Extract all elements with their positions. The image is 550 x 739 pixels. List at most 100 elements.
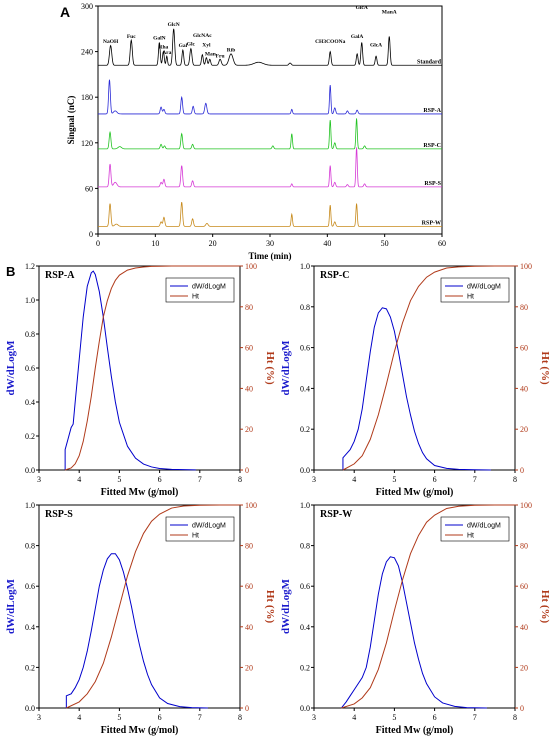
series-line-ht: [341, 504, 515, 709]
y2-tick-label: 40: [245, 384, 253, 393]
x-tick-label: 3: [312, 475, 316, 484]
legend-label: Ht: [192, 533, 199, 540]
y2-tick-label: 60: [245, 344, 253, 353]
y2-axis-label: Ht (%): [539, 351, 550, 385]
y-tick-label: 240: [81, 48, 93, 57]
peak-label: GlcNAc: [193, 33, 212, 39]
y2-tick-label: 100: [520, 501, 532, 510]
y-tick-label: 1.0: [25, 501, 35, 510]
x-axis-label: Fitted Mw (g/mol): [101, 725, 179, 736]
x-tick-label: 6: [433, 713, 437, 722]
series-line-dwdlogm: [65, 553, 208, 709]
y2-tick-label: 100: [245, 501, 257, 510]
peak-label: Ara: [162, 50, 171, 56]
chart-title: RSP-W: [320, 509, 352, 520]
legend-label: Ht: [192, 294, 199, 301]
y-tick-label: 0.6: [25, 582, 35, 591]
peak-label: CH3COONa: [315, 39, 346, 45]
y2-tick-label: 100: [520, 262, 532, 271]
series-line-ht: [66, 504, 240, 709]
peak-label: GalN: [153, 35, 166, 41]
y-tick-label: 0.4: [25, 623, 35, 632]
x-tick-label: 7: [473, 713, 477, 722]
trace-label: RSP-C: [423, 143, 441, 149]
panel-label-b: B: [6, 264, 15, 279]
mw-chart-frame-rsp-w: [313, 504, 516, 709]
chromatogram-trace-rsp-c: [98, 118, 442, 150]
x-tick-label: 4: [352, 713, 356, 722]
x-tick-label: 3: [37, 475, 41, 484]
trace-label: RSP-A: [423, 108, 441, 114]
y-tick-label: 0: [89, 230, 93, 239]
y-tick-label: 1.2: [25, 262, 35, 271]
x-tick-label: 8: [238, 475, 242, 484]
y2-tick-label: 80: [520, 303, 528, 312]
y2-axis-label: Ht (%): [539, 590, 550, 624]
x-tick-label: 6: [158, 713, 162, 722]
y-tick-label: 0.4: [300, 384, 310, 393]
y2-tick-label: 0: [245, 704, 249, 713]
chromatogram-trace-rsp-w: [98, 201, 442, 227]
chart-title: RSP-S: [45, 509, 73, 520]
mw-chart-frame-rsp-c: [313, 265, 516, 471]
x-tick-label: 8: [513, 713, 517, 722]
legend-label: Ht: [467, 294, 474, 301]
y2-tick-label: 60: [245, 582, 253, 591]
x-axis-label: Time (min): [248, 251, 291, 261]
peak-label: Gal: [179, 43, 188, 49]
y2-tick-label: 20: [245, 425, 253, 434]
y-tick-label: 1.0: [300, 262, 310, 271]
y2-tick-label: 40: [520, 623, 528, 632]
y2-tick-label: 60: [520, 582, 528, 591]
mw-chart-frame-rsp-s: [38, 504, 241, 709]
x-tick-label: 3: [37, 713, 41, 722]
y-tick-label: 0.4: [25, 398, 35, 407]
trace-label: RSP-W: [422, 220, 441, 226]
y-tick-label: 0.6: [25, 364, 35, 373]
y2-tick-label: 80: [245, 303, 253, 312]
y-tick-label: 0.6: [300, 582, 310, 591]
y2-tick-label: 20: [520, 425, 528, 434]
y2-tick-label: 80: [245, 542, 253, 551]
chromatogram-trace-standard: [98, 28, 442, 66]
y-tick-label: 0.2: [25, 432, 35, 441]
y-tick-label: 0.0: [300, 466, 310, 475]
series-line-ht: [342, 265, 515, 471]
y-tick-label: 0.6: [300, 344, 310, 353]
x-tick-label: 8: [238, 713, 242, 722]
y-tick-label: 60: [85, 184, 93, 193]
x-tick-label: 5: [117, 475, 121, 484]
y2-tick-label: 100: [245, 262, 257, 271]
y-tick-label: 0.0: [25, 466, 35, 475]
y-tick-label: 1.0: [25, 296, 35, 305]
peak-label: Fuc: [127, 34, 136, 40]
y-axis-label: dW/dLogM: [5, 340, 17, 396]
x-tick-label: 0: [96, 239, 100, 248]
y-tick-label: 0.8: [300, 542, 310, 551]
x-tick-label: 10: [151, 239, 159, 248]
peak-label: GlcA: [356, 5, 368, 11]
x-tick-label: 60: [438, 239, 446, 248]
y-axis-label: dW/dLogM: [5, 578, 17, 634]
x-tick-label: 5: [392, 475, 396, 484]
y-tick-label: 180: [81, 93, 93, 102]
x-tick-label: 7: [473, 475, 477, 484]
y2-axis-label: Ht (%): [264, 590, 276, 624]
chromatogram-trace-rsp-a: [98, 79, 442, 115]
peak-label: Rha: [158, 45, 168, 51]
series-line-dwdlogm: [64, 270, 196, 471]
peak-label: Fru: [216, 54, 225, 60]
legend-label: Ht: [467, 533, 474, 540]
trace-label: RSP-S: [424, 181, 441, 187]
peak-label: GalA: [351, 34, 364, 40]
x-axis-label: Fitted Mw (g/mol): [101, 487, 179, 498]
x-tick-label: 6: [433, 475, 437, 484]
x-tick-label: 6: [158, 475, 162, 484]
peak-label: Glc: [187, 42, 196, 48]
y-tick-label: 0.2: [25, 663, 35, 672]
legend-box: [165, 277, 235, 303]
y-tick-label: 1.0: [300, 501, 310, 510]
x-tick-label: 8: [513, 475, 517, 484]
x-tick-label: 4: [77, 713, 81, 722]
